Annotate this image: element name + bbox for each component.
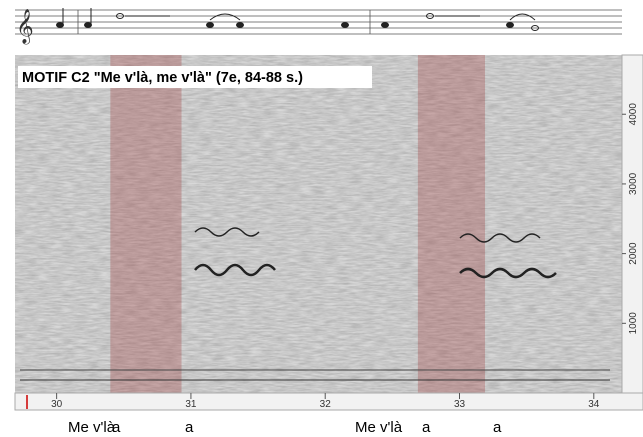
freq-tick-label: 1000: [628, 312, 639, 335]
highlight-band: [110, 55, 182, 393]
time-tick-label: 34: [588, 399, 600, 410]
time-tick-label: 33: [454, 399, 466, 410]
spectrogram-texture: [15, 55, 622, 393]
lyric: a: [112, 419, 121, 436]
lyric: a: [493, 419, 502, 436]
lyric: Me v'là: [355, 419, 403, 436]
time-tick-label: 31: [185, 399, 197, 410]
notes: [56, 8, 539, 31]
freq-tick-label: 2000: [628, 242, 639, 265]
title-box: [18, 66, 372, 88]
clef: 𝄞: [16, 9, 34, 45]
lyric: Me v'là: [68, 419, 116, 436]
freq-tick-label: 3000: [628, 172, 639, 195]
lyric: a: [185, 419, 194, 436]
time-axis: [14, 392, 643, 411]
time-tick-label: 30: [51, 399, 63, 410]
lyric: a: [422, 419, 431, 436]
harmonics: [20, 227, 610, 381]
highlight-band: [417, 55, 486, 393]
freq-tick-label: 4000: [628, 103, 639, 126]
music-staff: [15, 9, 622, 35]
title: MOTIF C2 "Me v'là, me v'là" (7e, 84-88 s…: [22, 70, 303, 86]
time-tick-label: 32: [320, 399, 332, 410]
